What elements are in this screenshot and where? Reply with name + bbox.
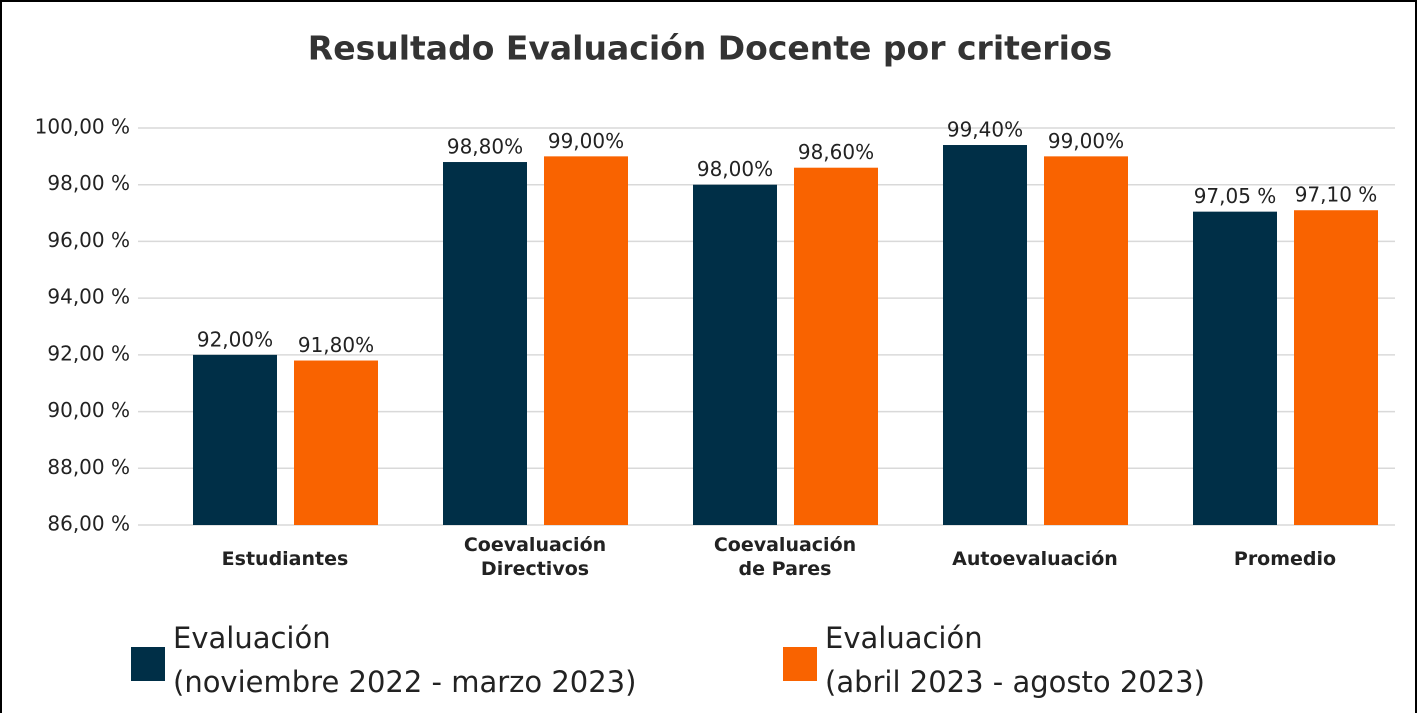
value-label: 99,00% [1048,129,1124,153]
value-label: 92,00% [197,327,273,351]
bar [1294,210,1378,525]
value-label: 98,60% [798,140,874,164]
x-tick-label: Autoevaluación [952,548,1118,570]
value-label: 91,80% [298,333,374,357]
value-label: 99,40% [947,118,1023,142]
y-tick-label: 100,00 % [35,115,130,139]
value-label: 98,00% [697,157,773,181]
y-tick-label: 96,00 % [47,228,130,252]
bar [294,360,378,525]
bar [693,184,777,525]
y-tick-label: 86,00 % [47,512,130,536]
chart-title: Resultado Evaluación Docente por criteri… [308,29,1112,68]
value-label: 97,10 % [1295,183,1378,207]
x-tick-label: Coevaluación Directivos [463,534,607,580]
value-label: 98,80% [447,135,523,159]
bar [1044,156,1128,525]
bar [193,354,277,525]
y-tick-label: 94,00 % [47,285,130,309]
bar [1193,211,1277,525]
bar [943,145,1027,525]
y-tick-label: 98,00 % [47,171,130,195]
x-tick-label: Estudiantes [221,548,349,570]
legend-swatch [783,647,817,681]
bar [794,167,878,525]
legend-label: Evaluación (noviembre 2022 - marzo 2023) [173,621,637,699]
bar [544,156,628,525]
y-tick-label: 92,00 % [47,341,130,365]
x-tick-label: Promedio [1233,548,1337,570]
value-label: 99,00% [548,129,624,153]
x-tick-label: Coevaluación de Pares [713,534,857,580]
value-label: 97,05 % [1194,184,1277,208]
legend-swatch [131,647,165,681]
y-tick-label: 90,00 % [47,398,130,422]
y-tick-label: 88,00 % [47,455,130,479]
bar [443,162,527,525]
legend-label: Evaluación (abril 2023 - agosto 2023) [825,621,1205,699]
